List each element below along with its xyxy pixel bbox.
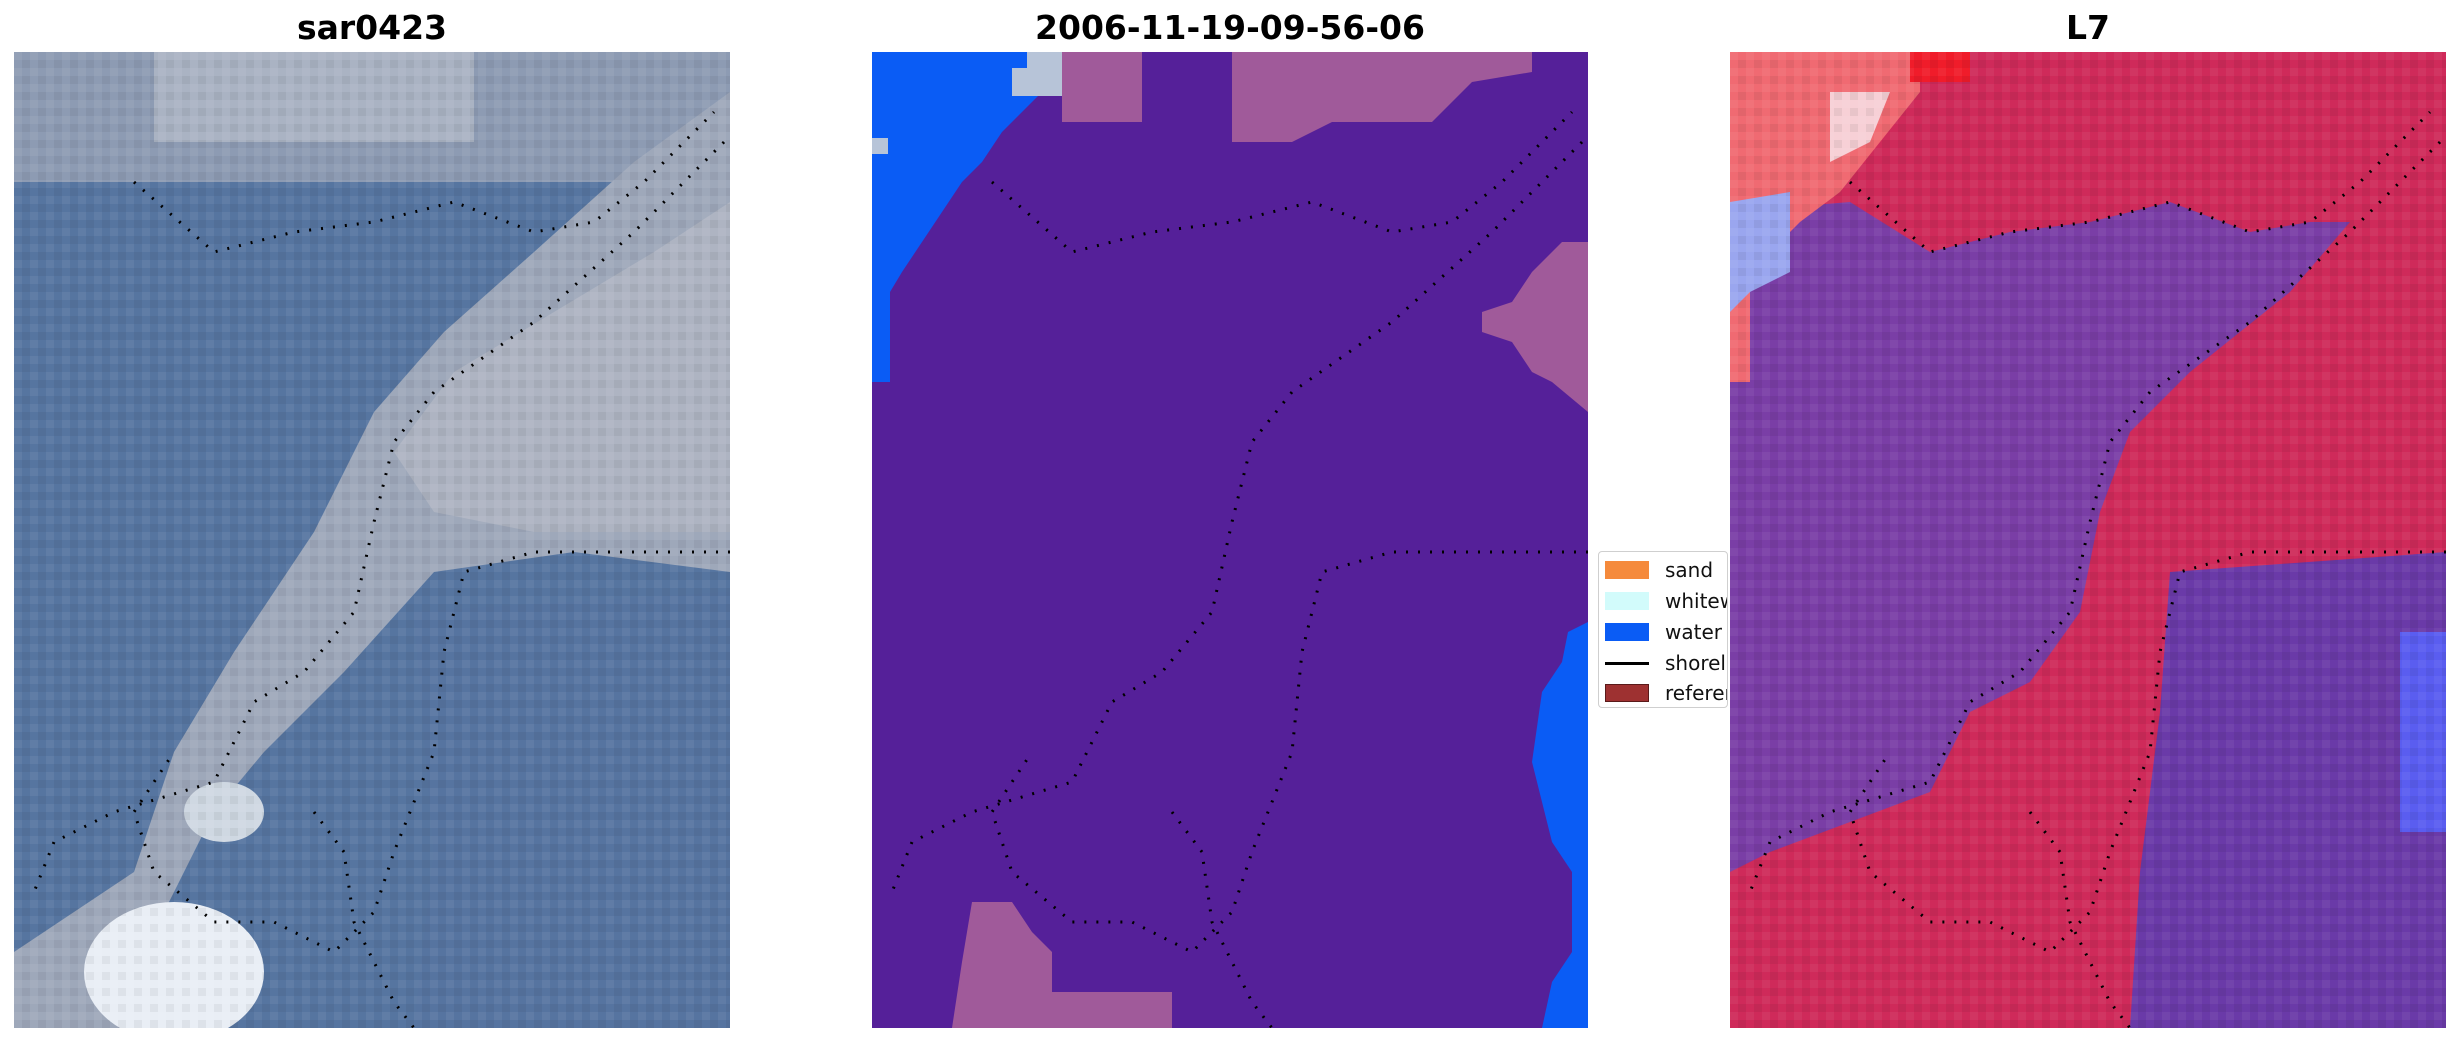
legend-label-shoreline: shorel [1665, 651, 1726, 675]
sar-image [14, 52, 730, 1028]
classified-image-panel [872, 52, 1588, 1028]
panel-title-sar: sar0423 [296, 8, 448, 47]
l7-image [1730, 52, 2446, 1028]
legend-item-sand: sand [1605, 556, 1713, 584]
sar-image-panel [14, 52, 730, 1028]
legend-swatch-reference [1605, 684, 1649, 702]
legend-swatch-sand [1605, 561, 1649, 579]
legend-item-water: water [1605, 618, 1722, 646]
legend-item-shoreline: shorel [1605, 649, 1726, 677]
legend-label-water: water [1665, 620, 1722, 644]
legend-label-sand: sand [1665, 558, 1714, 582]
legend-swatch-whitewater [1605, 592, 1649, 610]
legend-label-reference: referen [1665, 681, 1727, 705]
panel-title-classified: 2006-11-19-09-56-06 [1035, 8, 1425, 47]
classified-image [872, 52, 1588, 1028]
l7-image-panel [1730, 52, 2446, 1028]
legend-swatch-shoreline [1605, 661, 1649, 665]
panel-title-l7: L7 [2066, 8, 2110, 47]
legend-item-reference: referen [1605, 679, 1727, 707]
legend-swatch-water [1605, 623, 1649, 641]
